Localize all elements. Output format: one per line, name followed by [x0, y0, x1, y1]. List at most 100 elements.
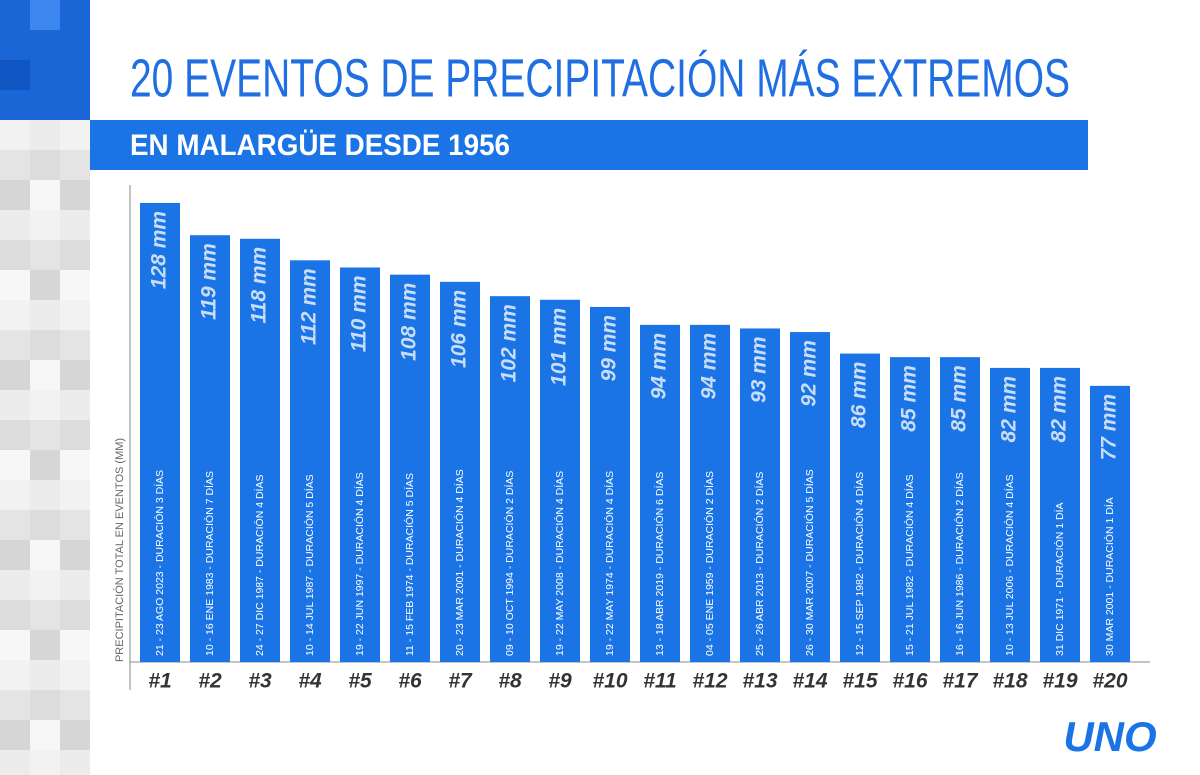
event-label: 21 - 23 AGO 2023 - DURACIÓN 3 DÍAS [153, 470, 166, 656]
x-tick-label: #12 [692, 670, 727, 693]
value-label: 128 mm [148, 211, 171, 289]
bar [440, 281, 480, 662]
value-label: 82 mm [998, 376, 1021, 443]
bar [390, 274, 430, 662]
deco-block [30, 390, 60, 420]
deco-block [0, 210, 30, 240]
deco-block [0, 630, 30, 660]
deco-block [0, 390, 30, 420]
deco-block [30, 420, 60, 450]
x-tick-label: #1 [148, 670, 171, 693]
bar [840, 353, 880, 662]
event-label: 26 - 30 MAR 2007 - DURACIÓN 5 DÍAS [803, 469, 816, 656]
y-axis-label: PRECIPITACIÓN TOTAL EN EVENTOS (MM) [113, 438, 126, 662]
deco-block [0, 330, 30, 360]
deco-block [30, 720, 60, 750]
x-tick-label: #18 [992, 670, 1027, 693]
deco-block [60, 720, 90, 750]
deco-block [0, 450, 30, 480]
deco-block [30, 180, 60, 210]
event-label: 09 - 10 OCT 1994 - DURACIÓN 2 DÍAS [503, 471, 516, 656]
value-label: 102 mm [498, 304, 521, 382]
value-label: 119 mm [198, 243, 221, 320]
bar [940, 357, 980, 662]
bar [1040, 367, 1080, 662]
deco-block [30, 0, 60, 30]
x-tick-label: #13 [742, 670, 777, 693]
bar [990, 367, 1030, 662]
deco-block [60, 630, 90, 660]
chart-subtitle: EN MALARGÜE DESDE 1956 [130, 129, 510, 162]
deco-block [60, 660, 90, 690]
decoration [0, 0, 90, 775]
deco-block [0, 420, 30, 450]
x-tick-label: #20 [1092, 670, 1127, 693]
deco-block [30, 210, 60, 240]
deco-block [30, 480, 60, 510]
deco-block [0, 300, 30, 330]
x-tick-label: #11 [643, 670, 676, 693]
deco-block [0, 600, 30, 630]
bar [140, 202, 180, 663]
value-label: 101 mm [548, 308, 571, 386]
x-tick-label: #4 [298, 670, 322, 693]
value-label: 94 mm [648, 333, 671, 400]
event-label: 31 DIC 1971 - DURACIÓN 1 DÍA [1053, 503, 1066, 656]
bar [340, 267, 380, 662]
deco-block [60, 360, 90, 390]
deco-block [0, 60, 30, 90]
bar [240, 238, 280, 662]
x-tick-label: #6 [398, 670, 422, 693]
event-label: 15 - 21 JUL 1982 - DURACIÓN 4 DÍAS [903, 474, 916, 656]
x-tick-label: #10 [592, 670, 627, 693]
x-tick-label: #2 [198, 670, 222, 693]
subtitle-band [90, 120, 1088, 170]
deco-block [0, 270, 30, 300]
bar [640, 324, 680, 662]
bar [740, 328, 780, 662]
x-tick-label: #15 [842, 670, 877, 693]
value-label: 85 mm [948, 365, 971, 432]
deco-block [60, 750, 90, 775]
deco-block [60, 270, 90, 300]
event-label: 19 - 22 JUN 1997 - DURACIÓN 4 DÍAS [353, 472, 366, 656]
value-label: 85 mm [898, 365, 921, 432]
value-label: 92 mm [798, 340, 821, 407]
deco-block [0, 150, 30, 180]
deco-block [0, 180, 30, 210]
deco-block [30, 690, 60, 720]
x-tick-label: #17 [942, 670, 978, 693]
value-label: 99 mm [598, 315, 621, 382]
deco-block [30, 510, 60, 540]
event-label: 16 - 16 JUN 1986 - DURACIÓN 2 DÍAS [953, 472, 966, 656]
bar [490, 296, 530, 662]
deco-block [60, 540, 90, 570]
event-label: 24 - 27 DIC 1987 - DURACIÓN 4 DÍAS [253, 475, 266, 656]
deco-block [60, 180, 90, 210]
deco-block [0, 360, 30, 390]
event-label: 25 - 26 ABR 2013 - DURACIÓN 2 DÍAS [753, 472, 766, 656]
deco-block [60, 450, 90, 480]
deco-block [0, 120, 30, 150]
deco-block [30, 750, 60, 775]
value-label: 110 mm [348, 275, 371, 352]
x-tick-label: #14 [792, 670, 827, 693]
deco-block [30, 630, 60, 660]
deco-block [60, 300, 90, 330]
bar [690, 324, 730, 662]
deco-block [30, 600, 60, 630]
x-tick-label: #3 [248, 670, 272, 693]
x-tick-label: #9 [548, 670, 572, 693]
x-tick-label: #19 [1042, 670, 1077, 693]
x-tick-label: #16 [892, 670, 927, 693]
event-label: 10 - 14 JUL 1987 - DURACIÓN 5 DÍAS [303, 474, 316, 656]
event-label: 20 - 23 MAR 2001 - DURACIÓN 4 DÍAS [453, 469, 466, 656]
value-label: 82 mm [1048, 376, 1071, 443]
event-label: 19 - 22 MAY 1974 - DURACIÓN 4 DÍAS [603, 471, 616, 656]
value-label: 77 mm [1098, 394, 1121, 461]
deco-block [30, 570, 60, 600]
deco-block [0, 480, 30, 510]
x-tick-label: #7 [448, 670, 473, 693]
deco-block [60, 210, 90, 240]
